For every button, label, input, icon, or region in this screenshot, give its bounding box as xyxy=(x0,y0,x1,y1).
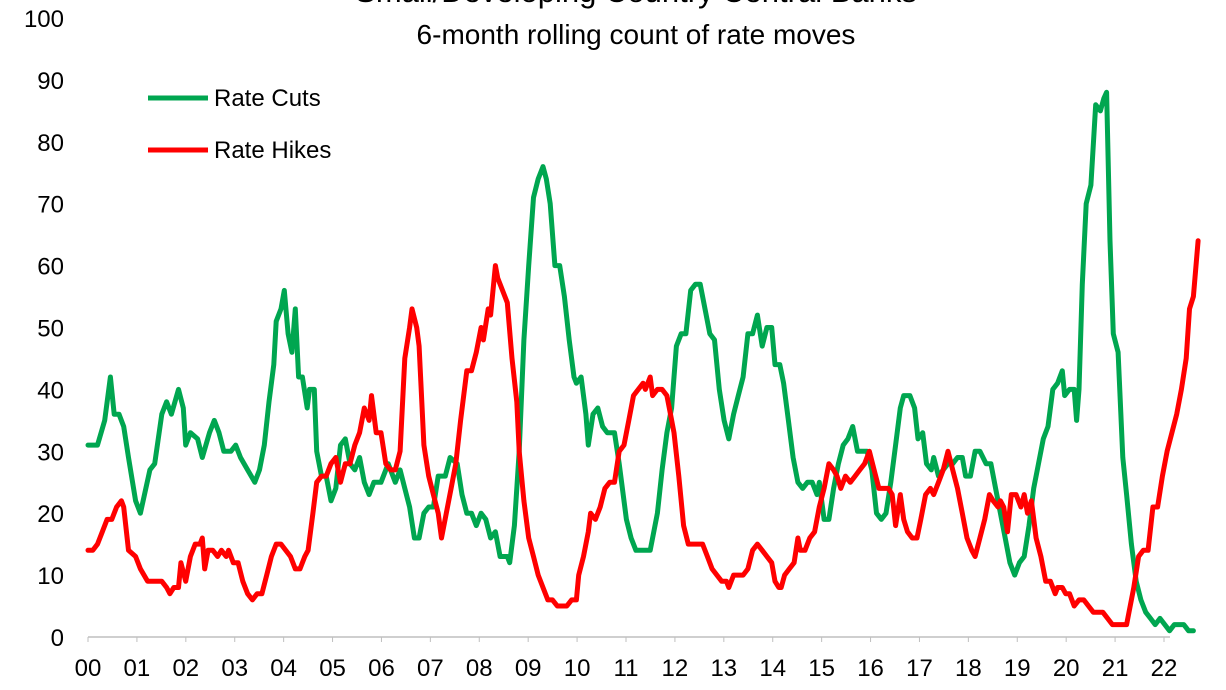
x-tick-label: 19 xyxy=(1004,655,1031,682)
x-tick-label: 14 xyxy=(759,655,786,682)
x-tick-label: 08 xyxy=(466,655,493,682)
x-tick-label: 03 xyxy=(221,655,248,682)
x-tick-label: 21 xyxy=(1102,655,1129,682)
legend: Rate Cuts Rate Hikes xyxy=(148,85,331,164)
legend-item-rate-cuts: Rate Cuts xyxy=(148,85,321,112)
y-tick-label: 40 xyxy=(37,377,64,404)
y-tick-label: 60 xyxy=(37,254,64,281)
legend-item-rate-hikes: Rate Hikes xyxy=(148,137,331,164)
y-tick-label: 80 xyxy=(37,130,64,157)
x-tick-label: 01 xyxy=(124,655,151,682)
x-tick-label: 17 xyxy=(906,655,933,682)
x-axis-ticks: 00 01 02 03 04 05 06 07 08 09 10 11 12 13 14 15 16 17 18 19… xyxy=(75,637,1178,682)
y-tick-label: 30 xyxy=(37,439,64,466)
y-axis-ticks: 0 10 20 30 40 50 60 70 80 90 100 xyxy=(24,6,64,652)
y-tick-label: 10 xyxy=(37,563,64,590)
x-tick-label: 05 xyxy=(319,655,346,682)
series-line-rate-hikes xyxy=(85,238,1201,628)
x-tick-label: 11 xyxy=(614,655,639,682)
x-tick-label: 16 xyxy=(857,655,884,682)
x-tick-label: 22 xyxy=(1151,655,1178,682)
x-tick-label: 06 xyxy=(368,655,395,682)
legend-label-rate-cuts: Rate Cuts xyxy=(214,85,321,112)
x-tick-label: 04 xyxy=(270,655,297,682)
x-tick-label: 00 xyxy=(75,655,102,682)
y-tick-label: 100 xyxy=(24,6,64,33)
x-tick-label: 13 xyxy=(710,655,737,682)
y-tick-label: 0 xyxy=(51,625,64,652)
x-tick-label: 18 xyxy=(955,655,982,682)
y-tick-label: 90 xyxy=(37,68,64,95)
chart-subtitle: 6-month rolling count of rate moves xyxy=(417,19,856,50)
chart-title: Small/Developing Country Central Banks xyxy=(355,0,917,9)
series-layer xyxy=(85,89,1201,634)
x-tick-label: 09 xyxy=(515,655,542,682)
x-tick-label: 15 xyxy=(808,655,835,682)
x-tick-label: 07 xyxy=(417,655,444,682)
x-tick-label: 10 xyxy=(564,655,591,682)
series-line-rate-cuts xyxy=(85,89,1196,634)
y-tick-label: 70 xyxy=(37,192,64,219)
y-tick-label: 50 xyxy=(37,316,64,343)
y-tick-label: 20 xyxy=(37,501,64,528)
x-tick-label: 02 xyxy=(172,655,199,682)
legend-label-rate-hikes: Rate Hikes xyxy=(214,137,331,164)
x-tick-label: 12 xyxy=(662,655,689,682)
x-tick-label: 20 xyxy=(1053,655,1080,682)
